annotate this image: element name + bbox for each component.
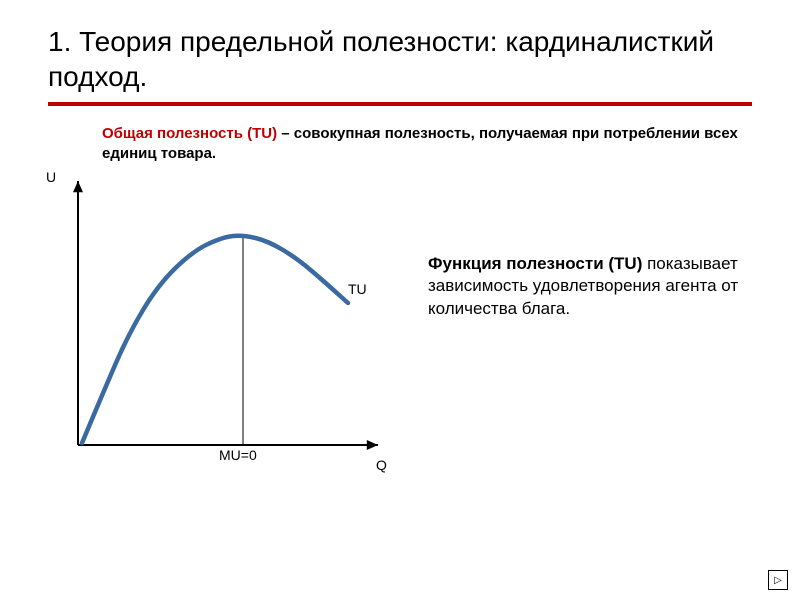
subtitle-term: Общая полезность (TU) — [102, 125, 277, 142]
x-axis-label: Q — [376, 457, 387, 473]
body-row: U Q MU=0 TU Функция полезности (TU) пока… — [48, 175, 752, 495]
y-axis-label: U — [46, 169, 56, 185]
footer-play-icon[interactable]: ▷ — [768, 570, 788, 590]
slide-title: 1. Теория предельной полезности: кардина… — [48, 24, 752, 94]
title-underline — [48, 102, 752, 106]
curve-label: TU — [348, 281, 367, 297]
play-glyph: ▷ — [774, 575, 782, 586]
slide: 1. Теория предельной полезности: кардина… — [0, 0, 800, 600]
mu-zero-label: MU=0 — [219, 447, 257, 463]
subtitle: Общая полезность (TU) – совокупная полез… — [102, 124, 742, 165]
utility-chart: U Q MU=0 TU — [48, 175, 408, 495]
side-text: Функция полезности (TU) показывает завис… — [428, 253, 748, 322]
side-text-lead: Функция полезности (TU) — [428, 254, 642, 273]
